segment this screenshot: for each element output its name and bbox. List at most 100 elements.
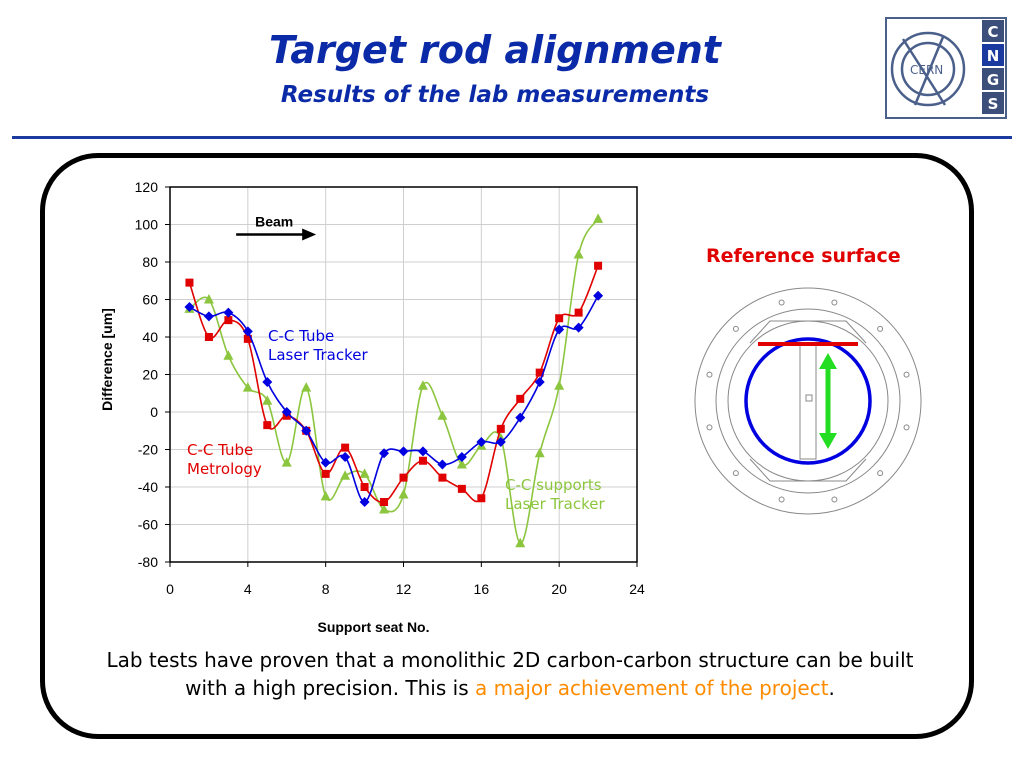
difference-chart: -80 -60 -40 -20 0 20 40 60 80 100 120 0 4 8 12 16 20 24 Su… [99,179,645,635]
bolt-hole [877,325,884,332]
bolt-hole [732,325,739,332]
y-tick-label: 120 [135,179,159,195]
data-point-square [516,394,525,403]
data-point-square [380,498,389,506]
caption: Lab tests have proven that a monolithic … [90,646,930,702]
logo-letter-box [982,68,1004,90]
data-point-diamond [437,459,448,470]
y-tick-label: 0 [150,404,158,420]
data-point-diamond [379,448,390,459]
data-point-triangle [203,294,214,304]
x-tick-label: 4 [244,581,252,597]
bolt-hole [903,371,910,378]
data-point-square [224,316,233,325]
data-point-diamond [301,425,312,436]
data-point-triangle [593,213,604,223]
data-point-diamond [554,324,565,335]
y-tick-label: -60 [138,517,158,533]
bolt-hole [831,299,838,306]
data-point-diamond [242,326,253,337]
data-point-square [574,308,583,317]
inner-flange [715,308,901,494]
data-point-square [457,484,466,493]
bolt-hole [706,371,713,378]
data-point-triangle [359,468,370,478]
y-tick-label: 60 [142,292,158,308]
data-point-triangle [456,459,467,469]
x-tick-label: 20 [551,581,567,597]
caption-end: . [828,676,835,700]
reference-surface-label: Reference surface [706,245,901,267]
data-point-triangle [437,410,448,420]
data-point-square [555,314,564,323]
data-point-diamond [515,412,526,423]
data-point-diamond [495,437,506,447]
data-point-triangle [281,457,292,467]
series-label: Laser Tracker [505,495,605,513]
data-point-triangle [417,380,428,390]
carbon-tube-ring [744,337,872,465]
y-tick-label: 20 [142,367,158,383]
x-tick-label: 8 [322,581,330,597]
data-point-square [594,261,603,270]
x-tick-label: 12 [396,581,412,597]
series-diamond [184,290,604,507]
caption-main: Lab tests have proven that a monolithic … [106,648,914,700]
data-point-triangle [515,537,526,548]
logo-letter-box [982,20,1004,42]
data-point-diamond [417,446,428,457]
content-frame [40,153,974,739]
logo-letter: C [987,23,998,41]
bolt-hole [778,299,785,306]
data-point-square [263,421,272,430]
data-point-triangle [340,470,351,480]
data-point-diamond [340,452,351,462]
data-point-square [399,473,408,482]
data-point-square [535,368,544,377]
data-point-diamond [281,407,292,417]
data-point-diamond [203,311,214,322]
caption-highlight: a major achievement of the project [474,676,829,700]
data-point-diamond [593,290,604,301]
series-label: C-C supports [505,476,602,494]
data-point-square [438,473,447,482]
data-point-square [321,469,330,478]
data-point-diamond [456,452,467,462]
svg-text:CERN: CERN [910,63,943,77]
data-point-triangle [398,489,409,499]
data-point-square [477,494,486,503]
data-point-square [204,333,213,341]
y-tick-label: -40 [138,479,158,495]
data-point-square [496,424,505,433]
reference-surface-diagram [694,287,922,515]
data-point-square [418,456,427,465]
data-point-square [243,334,252,343]
data-point-diamond [223,307,234,318]
y-tick-label: 100 [135,217,159,233]
upper-support [749,320,867,344]
bolt-hole [831,496,838,503]
data-point-diamond [573,322,584,333]
y-axis-label: Difference [um] [99,308,115,411]
series-square [185,261,603,506]
logo-letter-box [982,92,1004,114]
data-point-triangle [534,447,545,458]
data-point-triangle [379,504,390,514]
slide-subtitle: Results of the lab measurements [280,82,710,108]
y-tick-label: 80 [142,254,158,270]
x-tick-label: 0 [166,581,174,597]
series-line [188,265,599,503]
lower-support [749,458,867,482]
data-point-diamond [476,437,487,447]
data-point-diamond [320,457,331,468]
data-point-diamond [184,302,195,312]
y-tick-label: 40 [142,329,158,345]
data-point-square [185,278,194,287]
data-point-triangle [301,382,312,392]
alignment-arrow-down [819,433,837,449]
center-pin [805,394,813,402]
y-tick-label: -80 [138,554,158,570]
data-point-square [341,443,350,452]
bolt-hole [903,424,910,431]
